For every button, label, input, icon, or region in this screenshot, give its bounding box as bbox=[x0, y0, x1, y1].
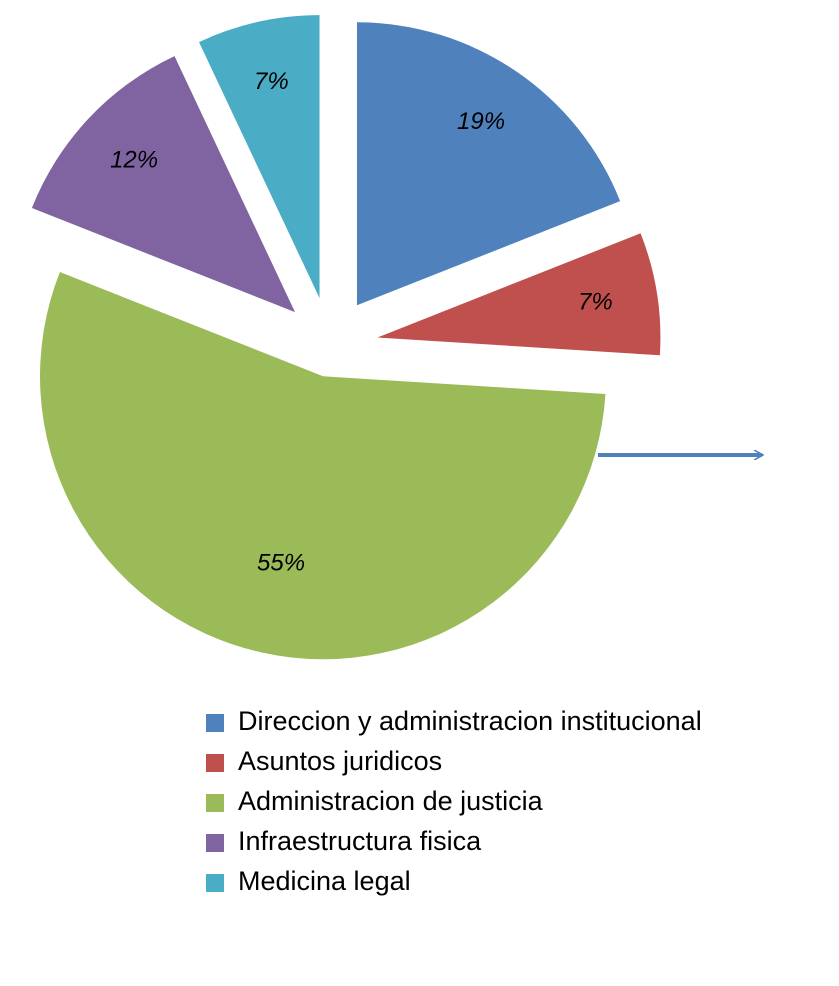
pie-slice bbox=[199, 15, 320, 299]
pie-slice bbox=[40, 272, 606, 660]
pie-slice bbox=[356, 22, 621, 306]
legend-label: Asuntos juridicos bbox=[238, 746, 442, 776]
data-label: 7% bbox=[578, 288, 613, 315]
legend-swatch bbox=[206, 754, 224, 772]
legend-label: Administracion de justicia bbox=[238, 786, 544, 816]
pie-slice bbox=[31, 56, 296, 313]
data-label: 19% bbox=[457, 108, 505, 135]
data-label: 12% bbox=[110, 146, 158, 173]
data-label: 55% bbox=[257, 549, 305, 576]
legend-swatch bbox=[206, 714, 224, 732]
legend-swatch bbox=[206, 794, 224, 812]
pie-slice bbox=[377, 233, 661, 356]
legend-swatch bbox=[206, 874, 224, 892]
legend-label: Direccion y administracion institucional bbox=[238, 706, 702, 736]
legend-label: Infraestructura fisica bbox=[238, 826, 482, 856]
data-label: 7% bbox=[254, 68, 289, 95]
legend-label: Medicina legal bbox=[238, 866, 411, 896]
legend-swatch bbox=[206, 834, 224, 852]
